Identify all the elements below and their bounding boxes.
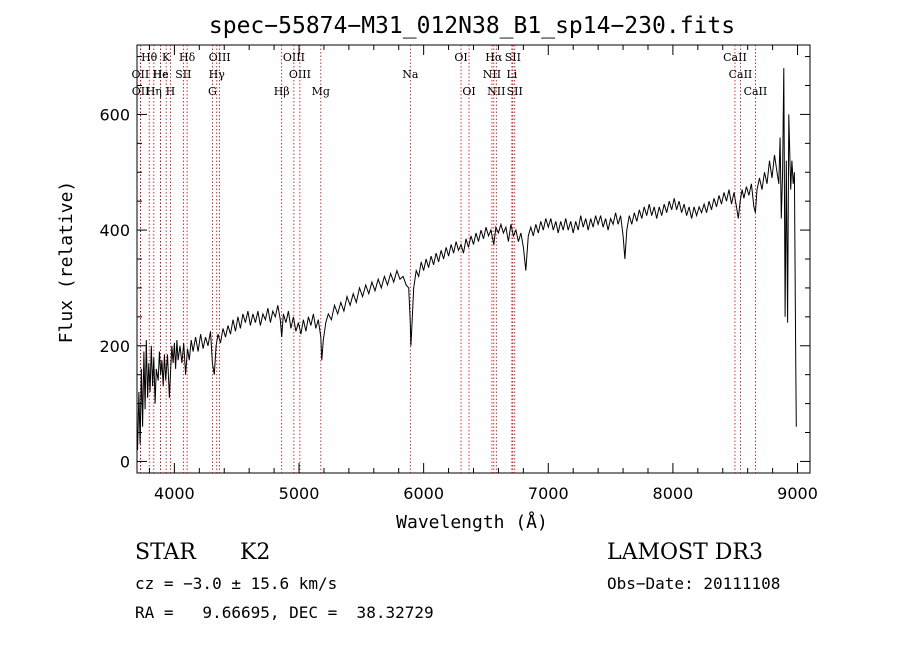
line-label: OIII	[289, 68, 311, 81]
line-label: Li	[506, 68, 517, 81]
line-label: Na	[402, 68, 419, 81]
line-label: H	[166, 85, 176, 98]
line-label: Hδ	[179, 51, 196, 64]
x-tick-label: 6000	[403, 484, 444, 503]
survey-name: LAMOST DR3	[607, 540, 763, 565]
line-label: SII	[505, 51, 521, 64]
y-axis: 0 200 400 600	[99, 56, 810, 471]
line-label: Hα	[485, 51, 503, 64]
line-markers	[139, 45, 756, 473]
line-label: Hγ	[209, 68, 226, 81]
y-tick-label: 0	[120, 452, 130, 471]
x-tick-label: 4000	[154, 484, 195, 503]
line-label: SII	[507, 85, 523, 98]
line-label: NII	[487, 85, 505, 98]
line-label: K	[162, 51, 171, 64]
line-label: Hβ	[274, 85, 290, 98]
line-label: OII	[132, 85, 150, 98]
spectrum-chart: spec−55874−M31_012N38_B1_sp14−230.fits H…	[56, 13, 818, 533]
line-label: Hη	[146, 85, 162, 98]
line-label: OI	[454, 51, 467, 64]
line-label: OIII	[283, 51, 305, 64]
x-tick-label: 7000	[528, 484, 569, 503]
x-tick-label: 9000	[777, 484, 818, 503]
line-label: Hε	[153, 68, 169, 81]
line-label: Mg	[312, 85, 330, 98]
x-tick-label: 5000	[279, 484, 320, 503]
y-axis-label: Flux (relative)	[56, 181, 77, 344]
line-label: He	[153, 68, 169, 81]
plot-frame	[136, 44, 811, 474]
line-label: CaII	[744, 85, 768, 98]
redshift-cz: cz = −3.0 ± 15.6 km/s	[135, 574, 338, 593]
line-label: G	[208, 85, 217, 98]
x-axis-label: Wavelength (Å)	[396, 511, 548, 533]
coordinates: RA = 9.66695, DEC = 38.32729	[135, 603, 434, 622]
chart-title: spec−55874−M31_012N38_B1_sp14−230.fits	[209, 13, 735, 39]
line-label: OI	[462, 85, 475, 98]
line-label: CaII	[729, 68, 753, 81]
y-tick-label: 200	[99, 337, 130, 356]
object-class: STAR	[135, 540, 196, 565]
line-label: NII	[483, 68, 501, 81]
line-label: OIII	[209, 51, 231, 64]
line-label: SII	[175, 68, 191, 81]
subclass: K2	[240, 540, 271, 565]
line-label: OII	[132, 68, 150, 81]
obs-date: Obs−Date: 20111108	[607, 574, 781, 593]
line-label: CaII	[723, 51, 747, 64]
spectrum-line	[137, 68, 797, 450]
line-label: Hθ	[141, 51, 158, 64]
y-tick-label: 600	[99, 105, 130, 124]
x-tick-label: 8000	[653, 484, 694, 503]
x-axis: 4000 5000 6000 7000 8000 9000	[148, 45, 818, 503]
y-tick-label: 400	[99, 221, 130, 240]
